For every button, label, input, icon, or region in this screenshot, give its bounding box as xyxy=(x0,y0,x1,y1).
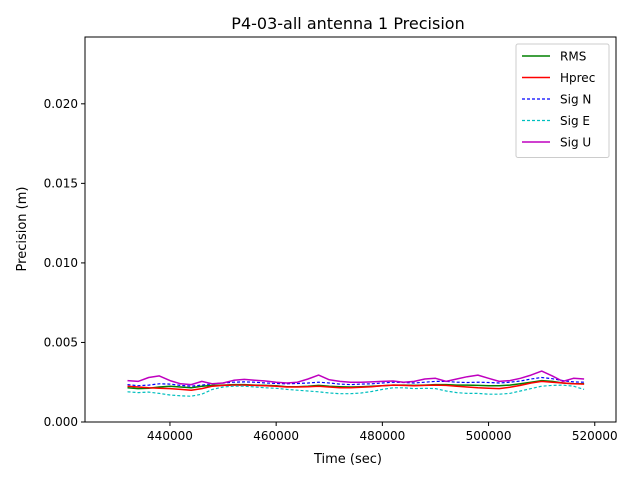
legend-label: Sig N xyxy=(560,93,591,107)
legend-label: Sig U xyxy=(560,136,591,150)
x-tick-label: 500000 xyxy=(466,429,512,443)
y-tick-label: 0.020 xyxy=(44,97,78,111)
legend: RMS Hprec Sig N Sig E Sig U xyxy=(515,43,610,158)
y-tick-label: 0.005 xyxy=(44,335,78,349)
legend-label: RMS xyxy=(560,50,586,64)
x-tick-label: 460000 xyxy=(253,429,299,443)
series-line-sig-n xyxy=(127,376,585,387)
plot-area xyxy=(127,370,585,397)
legend-box xyxy=(515,43,610,158)
x-axis-label: Time (sec) xyxy=(313,452,382,467)
series-line-sig-e xyxy=(127,384,585,397)
legend-label: Sig E xyxy=(560,114,590,128)
plot-frame xyxy=(84,36,617,423)
x-tick-label: 440000 xyxy=(147,429,193,443)
y-tick-label: 0.000 xyxy=(44,415,78,429)
y-tick-label: 0.015 xyxy=(44,176,78,190)
x-axis: 440000 460000 480000 500000 520000 xyxy=(147,422,618,443)
y-tick-label: 0.010 xyxy=(44,256,78,270)
series-line-hprec xyxy=(127,380,585,391)
chart-title: P4-03-all antenna 1 Precision xyxy=(231,14,464,33)
y-axis: 0.000 0.005 0.010 0.015 0.020 xyxy=(44,97,85,429)
x-tick-label: 520000 xyxy=(572,429,618,443)
series-line-sig-u xyxy=(127,370,585,386)
legend-label: Hprec xyxy=(560,71,595,85)
y-axis-label: Precision (m) xyxy=(15,187,30,272)
x-tick-label: 480000 xyxy=(359,429,405,443)
